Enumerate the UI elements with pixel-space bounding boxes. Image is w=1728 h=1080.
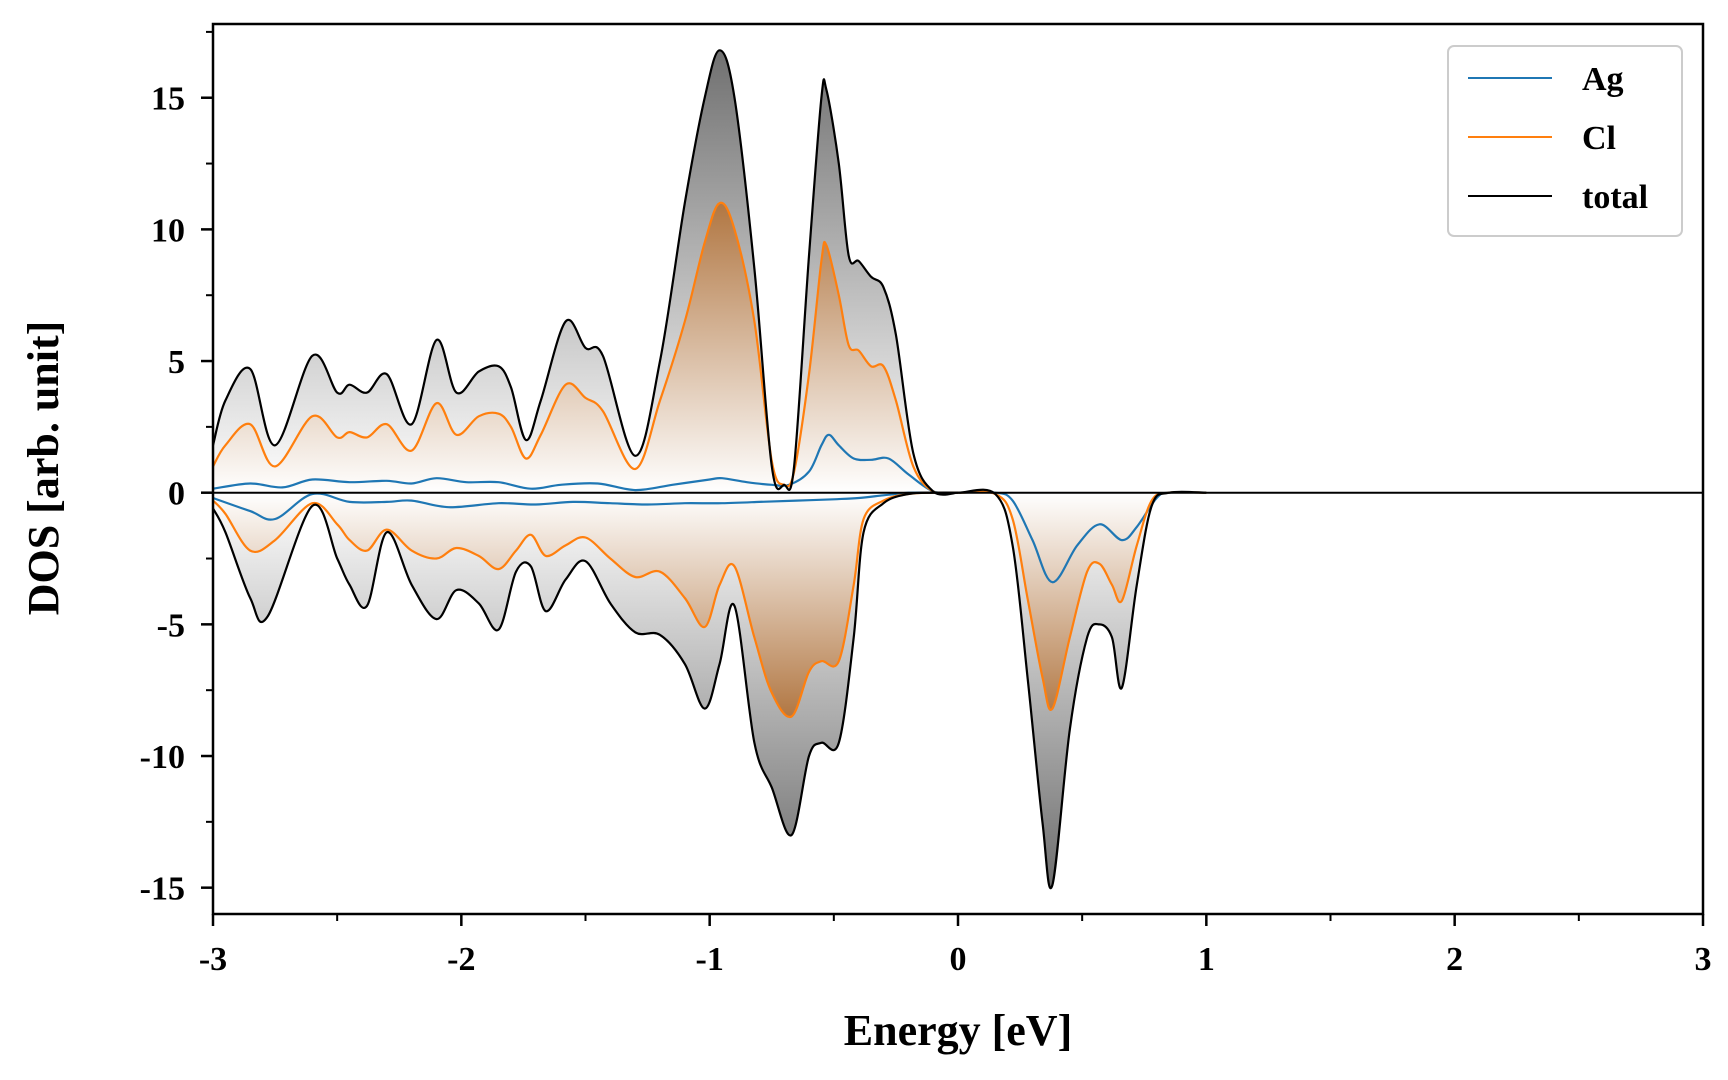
x-tick-label: 3	[1695, 941, 1712, 978]
y-tick-label: -15	[140, 871, 185, 908]
x-tick-label: -2	[447, 941, 475, 978]
legend-label-ag: Ag	[1582, 61, 1624, 98]
x-tick-label: 0	[950, 941, 967, 978]
line-total-spin-down	[213, 488, 1207, 890]
x-tick-label: 2	[1446, 941, 1463, 978]
legend-label-cl: Cl	[1582, 120, 1616, 157]
line-total-spin-up	[213, 49, 959, 496]
y-tick-label: 10	[151, 212, 185, 249]
x-tick-label: 1	[1198, 941, 1215, 978]
legend-box	[1447, 45, 1683, 237]
series-layer	[213, 49, 1207, 890]
x-tick-label: -3	[199, 941, 227, 978]
y-tick-label: -5	[157, 607, 185, 644]
legend-label-total: total	[1582, 179, 1648, 216]
y-axis-title: DOS [arb. unit]	[19, 321, 68, 616]
tick-layer	[201, 30, 1705, 926]
y-tick-label: 0	[168, 476, 185, 513]
x-axis-title: Energy [eV]	[844, 1006, 1073, 1055]
fill-cl-spin-up	[213, 202, 958, 494]
legend: Ag Cl total	[1447, 45, 1683, 237]
x-tick-label: -1	[696, 941, 724, 978]
y-tick-label: 5	[168, 344, 185, 381]
y-tick-label: 15	[151, 81, 185, 118]
y-tick-label: -10	[140, 739, 185, 776]
fill-layer	[213, 50, 1207, 889]
line-ag-spin-down	[213, 491, 1207, 584]
line-cl-spin-down	[213, 490, 1207, 719]
line-ag-spin-up	[213, 433, 959, 495]
line-cl-spin-up	[213, 201, 959, 495]
